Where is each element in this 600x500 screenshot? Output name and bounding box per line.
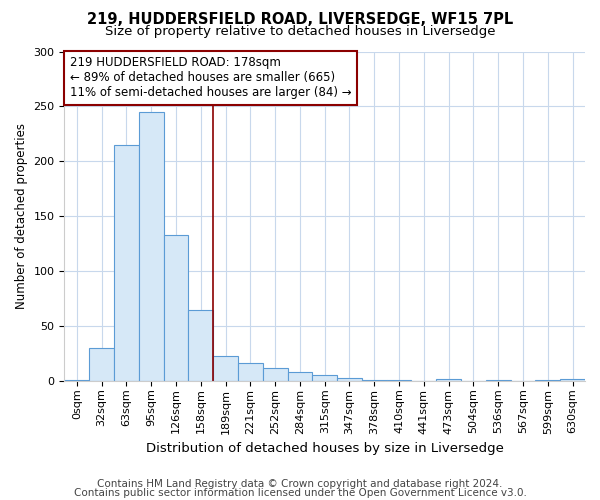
Bar <box>486 380 511 381</box>
Bar <box>386 380 412 381</box>
Text: Contains public sector information licensed under the Open Government Licence v3: Contains public sector information licen… <box>74 488 526 498</box>
Bar <box>436 378 461 381</box>
Bar <box>213 356 238 381</box>
Bar <box>313 376 337 381</box>
Bar <box>560 378 585 381</box>
Bar <box>362 380 386 381</box>
X-axis label: Distribution of detached houses by size in Liversedge: Distribution of detached houses by size … <box>146 442 503 455</box>
Bar <box>164 235 188 381</box>
Text: Size of property relative to detached houses in Liversedge: Size of property relative to detached ho… <box>105 25 495 38</box>
Bar <box>535 380 560 381</box>
Bar <box>89 348 114 381</box>
Bar <box>263 368 287 381</box>
Bar <box>114 145 139 381</box>
Bar <box>337 378 362 381</box>
Bar <box>139 112 164 381</box>
Y-axis label: Number of detached properties: Number of detached properties <box>15 123 28 309</box>
Text: 219, HUDDERSFIELD ROAD, LIVERSEDGE, WF15 7PL: 219, HUDDERSFIELD ROAD, LIVERSEDGE, WF15… <box>87 12 513 28</box>
Text: 219 HUDDERSFIELD ROAD: 178sqm
← 89% of detached houses are smaller (665)
11% of : 219 HUDDERSFIELD ROAD: 178sqm ← 89% of d… <box>70 56 351 100</box>
Bar <box>64 380 89 381</box>
Text: Contains HM Land Registry data © Crown copyright and database right 2024.: Contains HM Land Registry data © Crown c… <box>97 479 503 489</box>
Bar <box>188 310 213 381</box>
Bar <box>287 372 313 381</box>
Bar <box>238 364 263 381</box>
